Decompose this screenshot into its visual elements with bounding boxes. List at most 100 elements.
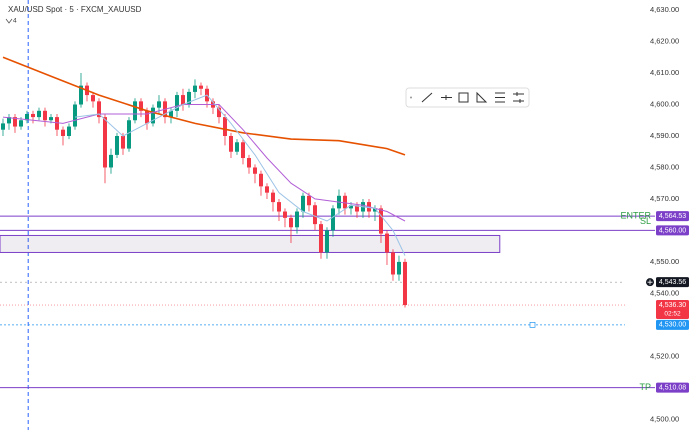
candle-body — [168, 110, 173, 118]
y-tick-label: 4,540.00 — [650, 288, 679, 297]
countdown: 02:52 — [664, 311, 681, 318]
candle-body — [30, 113, 35, 118]
candle-body — [324, 230, 329, 253]
current-price-label: 4,536.30 — [659, 302, 686, 309]
candle-body — [282, 211, 287, 218]
candle-body — [384, 233, 389, 253]
candle-body — [78, 85, 83, 105]
candle-body — [264, 186, 269, 193]
candle-body — [342, 195, 347, 209]
level-label: 4,564.53 — [659, 213, 686, 220]
candle-body — [42, 110, 47, 121]
candle-body — [396, 261, 401, 275]
candle-body — [150, 107, 155, 124]
indicator-count[interactable]: 4 — [13, 18, 17, 25]
candle-body — [390, 252, 395, 275]
candle-body — [192, 85, 197, 92]
channel-tool[interactable] — [495, 92, 505, 103]
candle-body — [102, 117, 107, 168]
candle-body — [132, 101, 137, 121]
y-tick-label: 4,610.00 — [650, 68, 679, 77]
moving-average — [2, 104, 406, 222]
level-box — [656, 211, 689, 222]
fib-tool[interactable] — [476, 91, 488, 103]
level-label: 4,560.00 — [659, 227, 686, 234]
y-tick-label: 4,570.00 — [650, 194, 679, 203]
candle-body — [258, 173, 263, 187]
candle-body — [108, 154, 113, 168]
candle-body — [144, 110, 149, 124]
y-tick-label: 4,600.00 — [650, 99, 679, 108]
candle-body — [36, 110, 41, 118]
candle-body — [246, 158, 251, 168]
y-tick-label: 4,630.00 — [650, 5, 679, 14]
candle-body — [90, 95, 95, 102]
candle-body — [318, 224, 323, 253]
y-tick-label: 4,590.00 — [650, 131, 679, 140]
candle-body — [216, 107, 221, 118]
candle-body — [270, 192, 275, 203]
candle-body — [288, 217, 293, 228]
candle-body — [54, 117, 59, 130]
candle-body — [156, 101, 161, 108]
candle-body — [72, 104, 77, 127]
crosshair-label: 4,543.56 — [659, 279, 686, 286]
candle-body — [372, 208, 377, 212]
candle-body — [24, 113, 29, 121]
candle-body — [348, 205, 353, 209]
chart-title: XAU/USD Spot · 5 · FXCM_XAUUSD — [8, 5, 142, 14]
candle-body — [0, 123, 5, 130]
candle-body — [126, 120, 131, 149]
candle-body — [330, 208, 335, 231]
y-tick-label: 4,520.00 — [650, 351, 679, 360]
candle-body — [228, 135, 233, 152]
alert-handle — [529, 322, 536, 328]
candle-body — [180, 95, 185, 105]
candle-body — [66, 126, 71, 136]
candle-body — [240, 142, 245, 159]
candle-body — [138, 101, 143, 111]
candle-body — [276, 202, 281, 212]
rectangle-tool[interactable] — [458, 92, 469, 103]
candle-body — [198, 85, 203, 89]
candle-body — [312, 205, 317, 225]
level-box — [656, 225, 689, 236]
alert-label: 4,530.00 — [659, 322, 686, 329]
candle-body — [300, 195, 305, 212]
candle-body — [402, 261, 407, 306]
moving-average — [74, 94, 406, 256]
y-tick-label: 4,580.00 — [650, 162, 679, 171]
alert-box — [656, 319, 689, 330]
level-box — [656, 382, 689, 393]
moving-average — [2, 56, 406, 156]
candle-body — [48, 117, 53, 121]
candle-body — [120, 135, 125, 149]
candle-body — [60, 129, 65, 136]
candle-body — [114, 135, 119, 155]
y-tick-label: 4,620.00 — [650, 37, 679, 46]
zone — [0, 234, 501, 253]
drawing-toolbar[interactable] — [405, 87, 530, 108]
candle-body — [294, 211, 299, 228]
y-tick-label: 4,550.00 — [650, 257, 679, 266]
candle-body — [6, 117, 11, 124]
level-name: TP — [639, 382, 651, 392]
collapse-icon[interactable] — [5, 18, 13, 24]
candle-body — [378, 208, 383, 234]
candle-body — [12, 117, 17, 127]
settings-tool[interactable] — [513, 92, 524, 103]
grip — [410, 96, 412, 99]
candle-body — [354, 205, 359, 212]
candle-body — [18, 120, 23, 127]
candle-body — [186, 91, 191, 105]
trend-line-tool[interactable] — [421, 92, 433, 103]
candle-body — [96, 101, 101, 118]
horizontal-line-tool[interactable] — [441, 95, 452, 100]
candle-body — [222, 117, 227, 136]
y-tick-label: 4,500.00 — [650, 414, 679, 423]
level-name: SL — [640, 216, 651, 226]
level-name: ENTER — [620, 211, 651, 221]
candle-body — [174, 95, 179, 111]
